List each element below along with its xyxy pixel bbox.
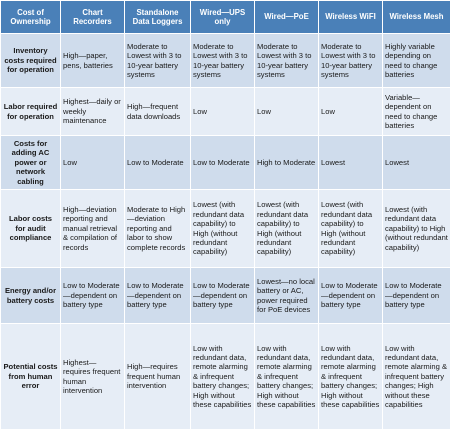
table-cell: Low with redundant data, remote alarming… [383, 324, 450, 430]
table-cell: Moderate to Lowest with 3 to 10-year bat… [255, 34, 319, 88]
row-header: Potential costs from human error [1, 324, 61, 430]
table-cell: High—frequent data downloads [125, 88, 191, 136]
header-row: Cost of Ownership Chart Recorders Standa… [1, 1, 450, 34]
table-cell: Lowest [383, 136, 450, 190]
row-header: Labor required for operation [1, 88, 61, 136]
row-header: Inventory costs required for operation [1, 34, 61, 88]
table-cell: Lowest (with redundant data capability) … [383, 190, 450, 268]
table-cell: Low [319, 88, 383, 136]
table-cell: Moderate to High—deviation reporting and… [125, 190, 191, 268]
table-cell: Low to Moderate—dependent on battery typ… [319, 268, 383, 324]
table-cell: High—paper, pens, batteries [61, 34, 125, 88]
table-row: Energy and/or battery costs Low to Moder… [1, 268, 450, 324]
table-cell: Low to Moderate—dependent on battery typ… [191, 268, 255, 324]
table-cell: Moderate to Lowest with 3 to 10-year bat… [125, 34, 191, 88]
table-row: Costs for adding AC power or network cab… [1, 136, 450, 190]
table-cell: Low with redundant data, remote alarming… [191, 324, 255, 430]
table-cell: Low to Moderate [125, 136, 191, 190]
table-cell: Lowest (with redundant data capability) … [191, 190, 255, 268]
column-header-cost-of-ownership: Cost of Ownership [1, 1, 61, 34]
table-cell: Low with redundant data, remote alarming… [319, 324, 383, 430]
table-cell: High to Moderate [255, 136, 319, 190]
table-cell: Lowest [319, 136, 383, 190]
table-cell: Highest—daily or weekly maintenance [61, 88, 125, 136]
table-cell: Low to Moderate—dependent on battery typ… [125, 268, 191, 324]
table-row: Labor costs for audit compliance High—de… [1, 190, 450, 268]
table-cell: Low to Moderate—dependent on battery typ… [383, 268, 450, 324]
table-cell: Low with redundant data, remote alarming… [255, 324, 319, 430]
table-cell: High—requires frequent human interventio… [125, 324, 191, 430]
table-cell: Low to Moderate [191, 136, 255, 190]
column-header-standalone-data-loggers: Standalone Data Loggers [125, 1, 191, 34]
column-header-wireless-mesh: Wireless Mesh [383, 1, 450, 34]
column-header-wired-ups: Wired—UPS only [191, 1, 255, 34]
row-header: Costs for adding AC power or network cab… [1, 136, 61, 190]
table-cell: Highest—requires frequent human interven… [61, 324, 125, 430]
table-cell: Low [255, 88, 319, 136]
table-cell: Moderate to Lowest with 3 to 10-year bat… [191, 34, 255, 88]
table-row: Potential costs from human error Highest… [1, 324, 450, 430]
row-header: Labor costs for audit compliance [1, 190, 61, 268]
table-cell: Low [191, 88, 255, 136]
table-cell: Low to Moderate—dependent on battery typ… [61, 268, 125, 324]
table-cell: High—deviation reporting and manual retr… [61, 190, 125, 268]
table-cell: Highly variable depending on need to cha… [383, 34, 450, 88]
table-cell: Variable—dependent on need to change bat… [383, 88, 450, 136]
table-cell: Moderate to Lowest with 3 to 10-year bat… [319, 34, 383, 88]
table-cell: Lowest (with redundant data capability) … [319, 190, 383, 268]
row-header: Energy and/or battery costs [1, 268, 61, 324]
table-cell: Lowest (with redundant data capability) … [255, 190, 319, 268]
table-cell: Lowest—no local battery or AC, power req… [255, 268, 319, 324]
column-header-wireless-wifi: Wireless WiFI [319, 1, 383, 34]
table-row: Inventory costs required for operation H… [1, 34, 450, 88]
table-row: Labor required for operation Highest—dai… [1, 88, 450, 136]
column-header-wired-poe: Wired—PoE [255, 1, 319, 34]
table-cell: Low [61, 136, 125, 190]
column-header-chart-recorders: Chart Recorders [61, 1, 125, 34]
